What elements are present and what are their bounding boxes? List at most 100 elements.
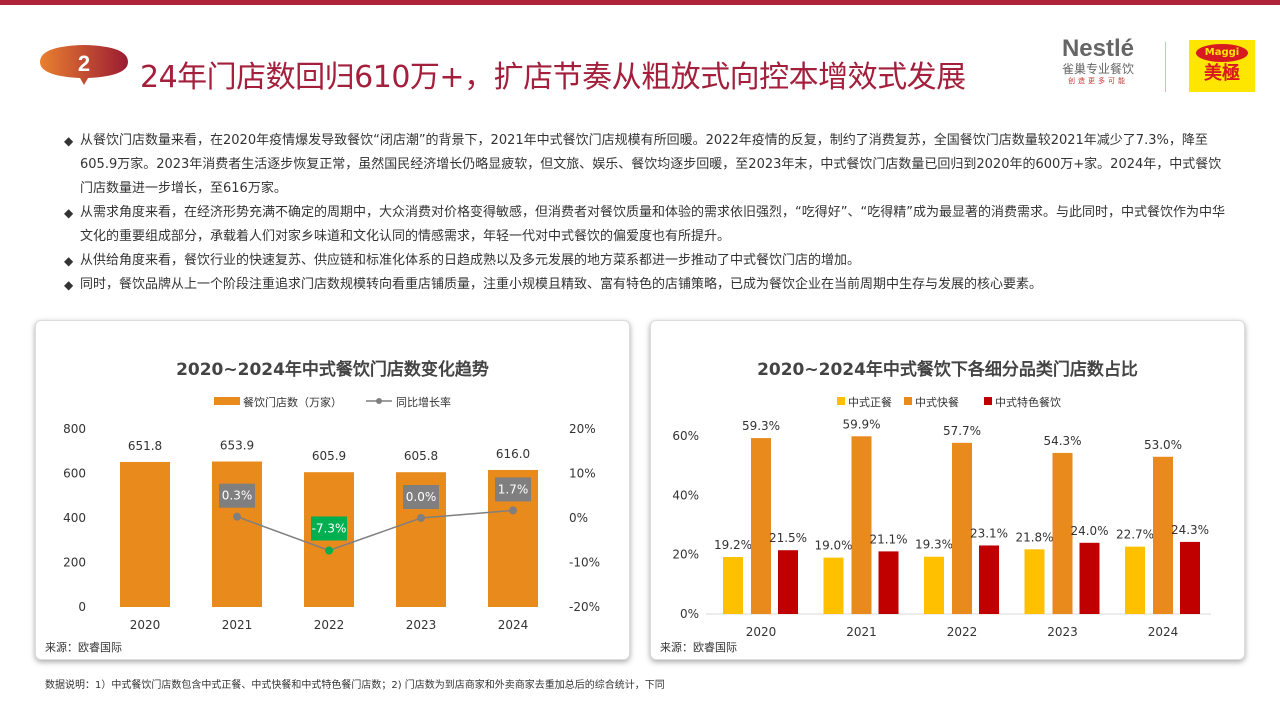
bar-zhengcan — [823, 557, 844, 614]
growth-rate-label: 0.0% — [406, 490, 437, 504]
bullet-item: ◆ 从餐饮门店数量来看，在2020年疫情爆发导致餐饮“闭店潮”的背景下，2021年… — [64, 129, 1234, 201]
chart-source: 来源：欧睿国际 — [45, 641, 122, 654]
bar-data-label: 53.0% — [1144, 438, 1182, 452]
y-axis-tick: 40% — [672, 488, 699, 502]
growth-rate-label: 0.3% — [222, 489, 253, 503]
bar-data-label: 19.0% — [814, 539, 852, 553]
section-number-badge: 2 — [40, 45, 128, 85]
legend-swatch — [984, 397, 992, 405]
legend-label: 餐饮门店数（万家） — [243, 395, 342, 409]
bar-kuaican — [1052, 452, 1073, 614]
bar-data-label: 19.3% — [915, 538, 953, 552]
maggi-logo: Maggi 美極 — [1189, 40, 1255, 92]
legend-swatch — [904, 397, 912, 405]
bar-data-label: 21.8% — [1015, 530, 1053, 544]
bar-data-label: 605.9 — [312, 449, 346, 463]
bar-data-label: 24.3% — [1171, 523, 1209, 537]
bar-kuaican — [751, 438, 771, 614]
growth-rate-point — [417, 514, 425, 522]
bar-data-label: 21.5% — [769, 531, 807, 545]
diamond-bullet-icon: ◆ — [64, 134, 74, 148]
category-share-chart-card: 2020~2024年中式餐饮下各细分品类门店数占比 0% 20% 40% 60% 中式正… — [650, 320, 1245, 660]
bar-data-label: 19.2% — [714, 538, 752, 552]
bar-tese — [979, 545, 999, 614]
bar-kuaican — [952, 442, 972, 614]
bar-data-label: 21.1% — [869, 532, 907, 546]
page-title: 24年门店数回归610万+，扩店节奏从粗放式向控本增效式发展 — [140, 60, 966, 95]
bullet-item: ◆ 同时，餐饮品牌从上一个阶段注重追求门店数规模转向看重店铺质量，注重小规模且精致… — [64, 273, 1234, 297]
x-axis-tick: 2021 — [846, 625, 877, 639]
right-axis-tick: -20% — [569, 600, 600, 614]
diamond-bullet-icon: ◆ — [64, 206, 74, 220]
bar-data-label: 54.3% — [1043, 434, 1081, 448]
chart-source: 来源：欧睿国际 — [660, 641, 737, 654]
bar-tese — [778, 550, 798, 614]
y-axis-tick: 20% — [672, 548, 699, 562]
y-axis-tick: 60% — [672, 429, 699, 443]
x-axis-tick: 2024 — [1148, 625, 1179, 639]
legend-label: 同比增长率 — [396, 395, 451, 409]
right-axis-tick: 20% — [569, 422, 596, 436]
x-axis-tick: 2024 — [498, 618, 529, 632]
bar-store-count — [212, 461, 262, 607]
y-axis-tick: 0% — [680, 607, 699, 621]
x-axis-tick: 2020 — [746, 625, 777, 639]
bar-zhengcan — [723, 557, 743, 614]
bar-zhengcan — [924, 556, 944, 614]
x-axis-tick: 2021 — [222, 618, 253, 632]
top-accent-bar — [0, 0, 1280, 5]
store-count-chart: 0 200 400 600 800 -20% -10% 0% 10% 20% 餐饮门店数（万家） 同比… — [63, 395, 600, 632]
growth-rate-label: 1.7% — [498, 482, 529, 496]
x-axis-tick: 2023 — [406, 618, 437, 632]
left-axis-tick: 0 — [78, 600, 86, 614]
legend-bar-swatch — [214, 397, 240, 405]
chart-title: 2020~2024年中式餐饮门店数变化趋势 — [176, 360, 489, 380]
growth-rate-label-box — [403, 485, 439, 509]
bar-kuaican — [1153, 456, 1173, 614]
bar-data-label: 22.7% — [1116, 528, 1154, 542]
legend-label: 中式正餐 — [848, 395, 892, 409]
growth-rate-label-box — [495, 477, 531, 502]
growth-rate-point — [233, 512, 241, 521]
bar-tese — [1079, 542, 1100, 614]
left-axis-tick: 200 — [63, 556, 86, 570]
nestle-logo: Nestlé 雀巢专业餐饮 创造更多可能 — [1061, 35, 1135, 86]
bullet-item: ◆ 从需求角度来看，在经济形势充满不确定的周期中，大众消费对价格变得敏感，但消费者… — [64, 201, 1234, 249]
right-axis-tick: -10% — [569, 556, 600, 570]
bar-data-label: 651.8 — [128, 439, 162, 453]
bar-kuaican — [851, 436, 872, 614]
bar-zhengcan — [1125, 546, 1145, 614]
legend-line-marker — [376, 398, 382, 404]
left-axis-tick: 400 — [63, 511, 86, 525]
left-axis-tick: 600 — [63, 467, 86, 481]
bar-data-label: 605.8 — [404, 449, 438, 463]
chart-title: 2020~2024年中式餐饮下各细分品类门店数占比 — [757, 360, 1138, 380]
x-axis-tick: 2022 — [947, 625, 978, 639]
bar-data-label: 57.7% — [943, 424, 981, 438]
legend-swatch — [837, 397, 845, 405]
section-number: 2 — [78, 51, 90, 76]
category-share-chart: 0% 20% 40% 60% 中式正餐 19.2% 19.0% 19.3% 21.8% 22.7%… — [672, 395, 1211, 639]
bar-data-label: 59.3% — [742, 419, 780, 433]
left-axis-tick: 800 — [63, 422, 86, 436]
growth-rate-label-box — [219, 483, 255, 508]
bullet-list: ◆ 从餐饮门店数量来看，在2020年疫情爆发导致餐饮“闭店潮”的背景下，2021年… — [64, 129, 1234, 297]
growth-rate-label: -7.3% — [312, 521, 347, 535]
diamond-bullet-icon: ◆ — [64, 278, 74, 292]
logo-divider — [1165, 42, 1166, 92]
store-count-chart-card: 2020~2024年中式餐饮门店数变化趋势 0 200 400 600 800 -20% -… — [35, 320, 630, 660]
bar-tese — [1180, 541, 1200, 614]
diamond-bullet-icon: ◆ — [64, 254, 74, 268]
bar-data-label: 616.0 — [496, 447, 530, 461]
x-axis-tick: 2022 — [314, 618, 345, 632]
bar-store-count — [120, 461, 170, 607]
bullet-item: ◆ 从供给角度来看，餐饮行业的快速复苏、供应链和标准化体系的日趋成熟以及多元发展的… — [64, 249, 1234, 273]
growth-rate-point — [509, 506, 517, 515]
legend-label: 中式快餐 — [915, 395, 959, 409]
growth-rate-line — [236, 509, 514, 552]
right-axis-tick: 0% — [569, 511, 588, 525]
bar-data-label: 24.0% — [1070, 524, 1108, 538]
bar-data-label: 653.9 — [220, 439, 254, 453]
x-axis-tick: 2020 — [130, 618, 161, 632]
right-axis-tick: 10% — [569, 467, 596, 481]
